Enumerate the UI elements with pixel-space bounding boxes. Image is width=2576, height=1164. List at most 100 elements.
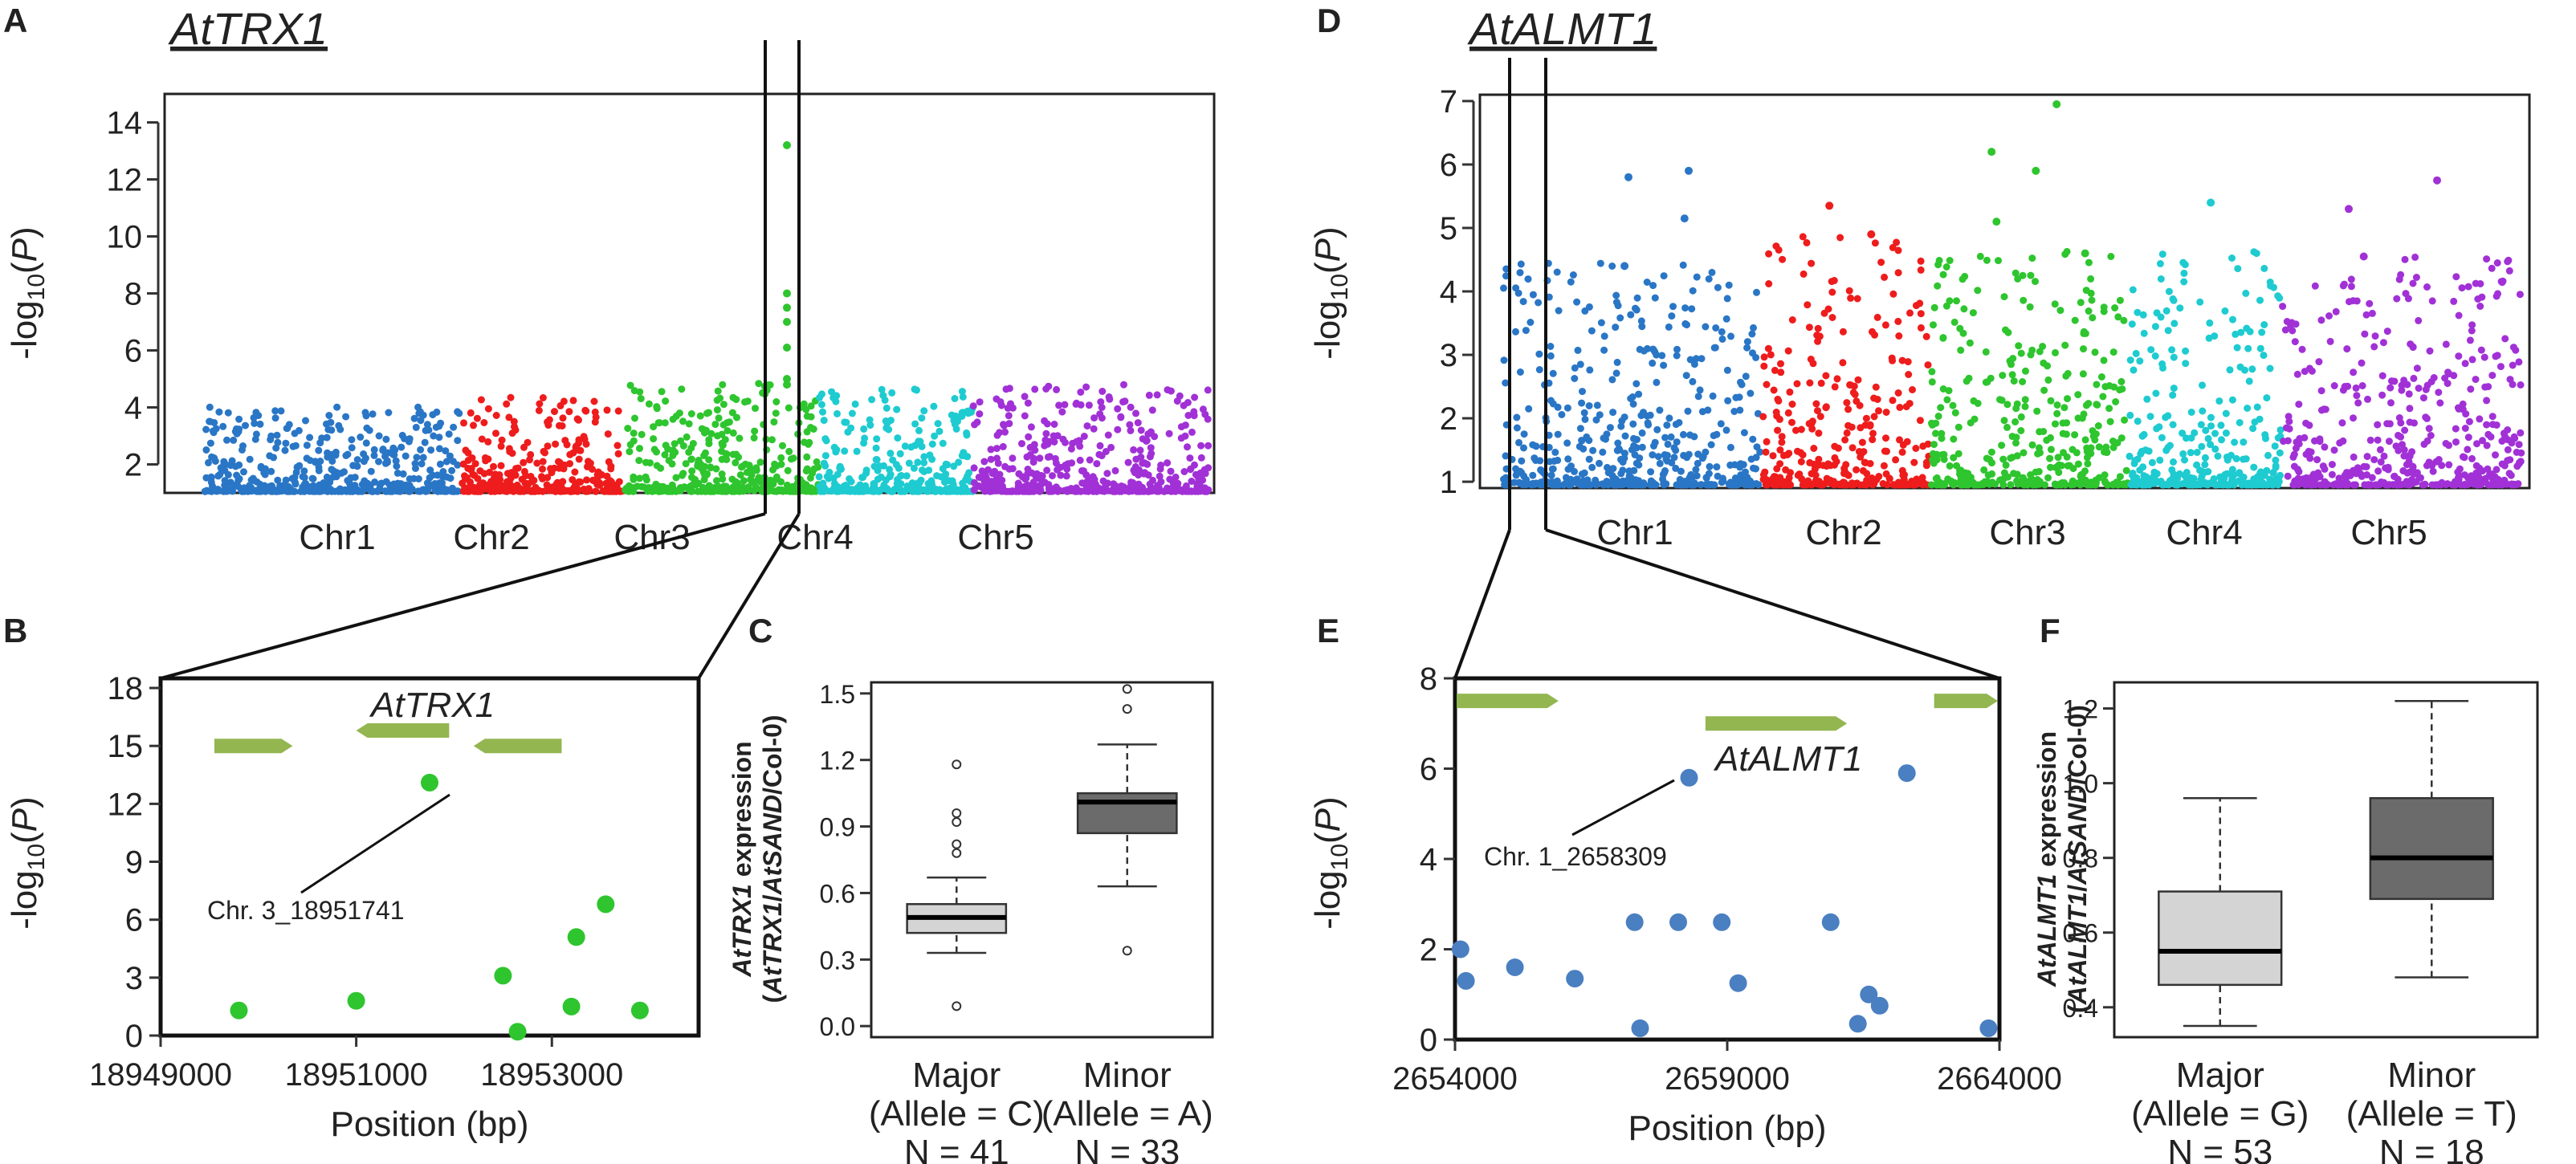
snp-point — [539, 394, 547, 401]
snp-point — [2510, 433, 2518, 441]
snp-point — [2350, 481, 2358, 489]
snp-point — [2180, 269, 2188, 277]
snp-point — [556, 421, 563, 429]
snp-point — [1635, 477, 1642, 485]
snp-point — [367, 467, 375, 475]
snp-point — [1930, 321, 1937, 329]
snp-point — [2028, 441, 2036, 449]
snp-point — [2266, 279, 2274, 286]
snp-point — [670, 440, 679, 448]
snp-point — [522, 486, 530, 494]
snp-point — [1868, 474, 1876, 482]
snp-point — [375, 458, 382, 466]
snp-point — [2204, 434, 2212, 442]
snp-point — [1738, 381, 1746, 389]
snp-point — [246, 455, 254, 463]
snp-point — [950, 462, 958, 470]
snp-point — [2276, 471, 2284, 479]
snp-point — [2256, 296, 2264, 304]
snp-point — [1904, 358, 1912, 366]
snp-point — [469, 470, 477, 478]
y-tick-label: 4 — [124, 391, 142, 426]
snp-point — [2129, 470, 2137, 477]
snp-point — [1844, 405, 1853, 413]
snp-point — [630, 429, 638, 438]
y-tick-label: 0.9 — [820, 813, 855, 842]
snp-point — [1939, 385, 1947, 393]
snp-point — [639, 483, 647, 491]
snp-point — [433, 408, 441, 416]
snp-point — [911, 420, 919, 428]
snp-point — [450, 423, 458, 431]
snp-point — [2487, 433, 2495, 441]
snp-point — [1839, 359, 1847, 367]
snp-point — [2020, 296, 2028, 304]
snp-point — [2064, 462, 2072, 470]
snp-point — [2332, 307, 2340, 315]
peak-snp-point — [783, 381, 791, 389]
snp-point — [2459, 405, 2467, 413]
snp-point — [2202, 426, 2210, 434]
snp-point — [2012, 405, 2020, 413]
snp-point — [772, 409, 780, 417]
snp-point — [635, 457, 643, 465]
snp-point — [438, 479, 446, 486]
snp-point — [2321, 465, 2329, 473]
snp-point — [2164, 327, 2172, 335]
snp-point — [2393, 295, 2401, 303]
y-tick-label: 1.2 — [2063, 695, 2098, 724]
snp-point — [809, 486, 817, 494]
snp-point — [2275, 478, 2283, 486]
snp-point — [1946, 297, 1954, 305]
snp-point — [1984, 471, 1992, 479]
snp-point — [2251, 418, 2259, 426]
snp-point — [2061, 341, 2069, 349]
snp-point — [214, 472, 222, 480]
snp-point — [2406, 452, 2414, 460]
snp-point — [919, 466, 926, 474]
snp-point — [1184, 412, 1192, 419]
snp-point — [1980, 466, 1988, 474]
snp-point — [575, 416, 582, 424]
snp-point — [251, 435, 259, 443]
snp-point — [875, 487, 883, 495]
snp-point — [1950, 318, 1958, 326]
snp-point — [1554, 403, 1562, 411]
snp-point — [2488, 264, 2496, 272]
snp-point — [1702, 474, 1710, 482]
x-axis-label: Position (bp) — [330, 1105, 528, 1144]
snp-point — [1029, 458, 1037, 466]
snp-point — [2492, 466, 2501, 474]
snp-point — [251, 477, 259, 485]
snp-point — [291, 442, 300, 450]
snp-point — [2007, 481, 2015, 489]
category-label: N = 41 — [904, 1133, 1009, 1164]
snp-point — [846, 475, 854, 482]
snp-point — [987, 455, 995, 463]
snp-point — [2120, 316, 2128, 324]
y-axis-label-line2: (AtTRX1/AtSAND/Col-0) — [758, 714, 787, 1003]
snp-point — [1137, 454, 1145, 461]
snp-point — [1871, 331, 1878, 339]
snp-point — [1870, 996, 1889, 1015]
snp-point — [393, 469, 401, 477]
snp-point — [1743, 338, 1751, 346]
snp-point — [2245, 377, 2253, 385]
snp-point — [2504, 457, 2512, 465]
snp-point — [2460, 454, 2468, 462]
snp-point — [1005, 420, 1013, 428]
snp-point — [1672, 421, 1680, 429]
snp-point — [1794, 447, 1801, 455]
snp-point — [2492, 421, 2501, 429]
snp-point — [1681, 304, 1689, 312]
snp-point — [728, 409, 736, 417]
snp-point — [882, 486, 891, 494]
snp-point — [630, 487, 638, 495]
snp-point — [2378, 391, 2386, 399]
snp-point — [832, 448, 840, 456]
snp-point — [431, 480, 439, 487]
snp-point — [1797, 458, 1805, 466]
snp-point — [2494, 290, 2501, 298]
chromosome-label: Chr2 — [1805, 513, 1881, 552]
snp-point — [2362, 311, 2370, 319]
